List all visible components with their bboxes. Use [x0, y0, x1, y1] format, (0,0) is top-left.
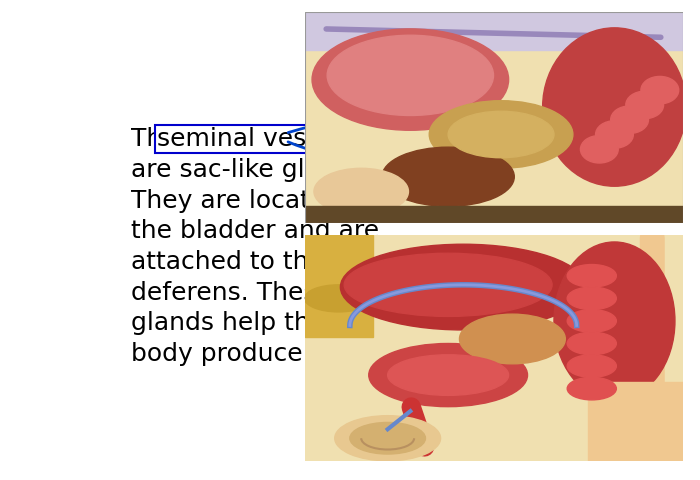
- Ellipse shape: [312, 29, 509, 130]
- Ellipse shape: [567, 264, 617, 287]
- Ellipse shape: [335, 416, 440, 461]
- Ellipse shape: [610, 106, 648, 133]
- Ellipse shape: [448, 111, 554, 158]
- Ellipse shape: [382, 147, 514, 206]
- Text: are sac-like glands.: are sac-like glands.: [131, 158, 372, 182]
- Ellipse shape: [542, 28, 686, 186]
- Ellipse shape: [641, 76, 679, 104]
- Ellipse shape: [459, 314, 566, 364]
- Text: The: The: [131, 127, 186, 151]
- Bar: [304, 12, 682, 50]
- Ellipse shape: [429, 101, 573, 168]
- Text: the bladder and are: the bladder and are: [131, 219, 379, 243]
- Text: They are located near: They are located near: [131, 189, 406, 213]
- Ellipse shape: [388, 355, 509, 396]
- Ellipse shape: [567, 310, 617, 332]
- Ellipse shape: [304, 285, 372, 312]
- Bar: [304, 206, 682, 223]
- Ellipse shape: [567, 377, 617, 400]
- Ellipse shape: [567, 332, 617, 355]
- Ellipse shape: [626, 91, 664, 119]
- Ellipse shape: [554, 242, 675, 400]
- Text: body produce semen.: body produce semen.: [131, 342, 402, 366]
- Ellipse shape: [580, 135, 618, 163]
- FancyArrowPatch shape: [326, 29, 661, 37]
- Ellipse shape: [369, 344, 528, 407]
- Bar: [304, 235, 372, 337]
- Text: attached to the vas: attached to the vas: [131, 250, 375, 274]
- Ellipse shape: [567, 355, 617, 377]
- Ellipse shape: [350, 422, 426, 454]
- Text: ✕: ✕: [557, 379, 568, 392]
- Ellipse shape: [327, 35, 494, 116]
- Ellipse shape: [596, 121, 634, 148]
- Text: deferens. These: deferens. These: [131, 281, 332, 305]
- Ellipse shape: [567, 287, 617, 310]
- Bar: [588, 382, 682, 461]
- Ellipse shape: [340, 244, 586, 330]
- Text: X-Plain: X-Plain: [538, 398, 592, 412]
- FancyArrowPatch shape: [411, 407, 425, 447]
- Ellipse shape: [314, 168, 409, 215]
- Ellipse shape: [344, 253, 552, 316]
- Text: seminal vesicles: seminal vesicles: [157, 127, 363, 151]
- Text: glands help the: glands help the: [131, 312, 325, 336]
